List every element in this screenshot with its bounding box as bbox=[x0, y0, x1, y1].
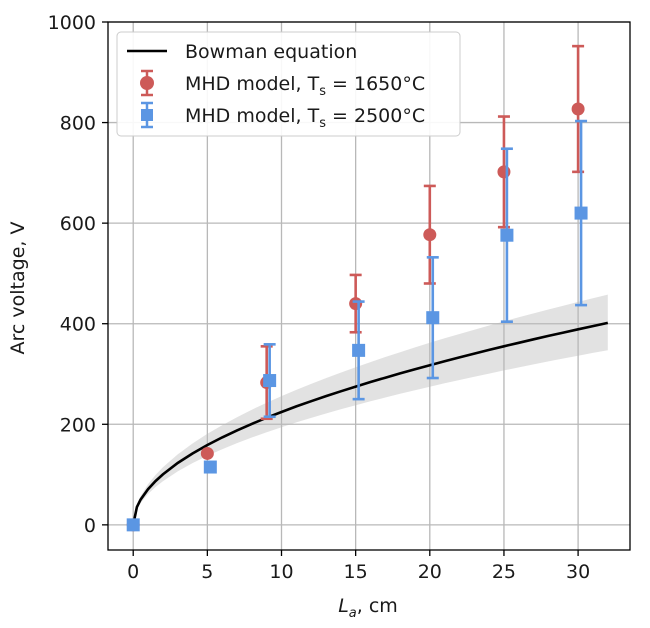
x-tick-label: 0 bbox=[127, 561, 139, 583]
data-point-circle bbox=[497, 165, 511, 179]
x-axis-label: La, cm bbox=[338, 595, 398, 621]
legend-box bbox=[116, 31, 461, 137]
bowman-equation-line bbox=[131, 321, 609, 526]
y-tick-label: 0 bbox=[84, 515, 96, 537]
x-tick-label: 5 bbox=[201, 561, 213, 583]
y-tick-label: 600 bbox=[60, 213, 96, 235]
x-tick-label: 15 bbox=[344, 561, 368, 583]
x-tick-label: 10 bbox=[269, 561, 293, 583]
x-tick-label: 30 bbox=[566, 561, 590, 583]
data-point-circle bbox=[349, 297, 363, 311]
x-axis-label-subscript: a bbox=[349, 606, 357, 621]
x-tick-label: 20 bbox=[418, 561, 442, 583]
plot-frame bbox=[107, 21, 631, 551]
data-point-square bbox=[426, 311, 440, 325]
data-point-circle bbox=[571, 102, 585, 116]
legend-swatch-mhd-1650 bbox=[140, 69, 154, 97]
tick-layer: 0 5 10 15 20 25 30 0 200 400 600 800 1000 bbox=[48, 12, 591, 583]
x-tick-label: 25 bbox=[492, 561, 516, 583]
legend-swatch-mhd-2500 bbox=[141, 101, 153, 129]
data-point-square bbox=[203, 460, 217, 474]
data-point-square bbox=[574, 206, 588, 220]
series-layer bbox=[126, 44, 588, 532]
bowman-line-layer bbox=[131, 321, 609, 526]
data-point-square bbox=[263, 374, 277, 388]
data-point-square bbox=[126, 518, 140, 532]
axes-layer bbox=[107, 21, 631, 551]
data-point-square bbox=[500, 228, 514, 242]
data-point-circle bbox=[423, 228, 437, 242]
x-axis-label-var: L bbox=[338, 595, 349, 617]
y-tick-label: 400 bbox=[60, 314, 96, 336]
legend-label-bowman: Bowman equation bbox=[185, 41, 357, 63]
data-point-square bbox=[352, 343, 366, 357]
x-axis-label-unit: , cm bbox=[357, 595, 398, 617]
data-point-circle bbox=[200, 446, 214, 460]
legend: Bowman equation MHD model, Ts = 1650°C M… bbox=[116, 31, 461, 137]
confidence-band-layer bbox=[133, 294, 608, 525]
y-tick-label: 200 bbox=[60, 414, 96, 436]
legend-label-mhd-1650: MHD model, Ts = 1650°C bbox=[185, 73, 425, 99]
legend-label-mhd-2500: MHD model, Ts = 2500°C bbox=[185, 105, 425, 131]
y-tick-label: 1000 bbox=[48, 12, 96, 34]
y-axis-label: Arc voltage, V bbox=[7, 222, 29, 355]
y-tick-label: 800 bbox=[60, 113, 96, 135]
bowman-confidence-band bbox=[133, 294, 608, 525]
